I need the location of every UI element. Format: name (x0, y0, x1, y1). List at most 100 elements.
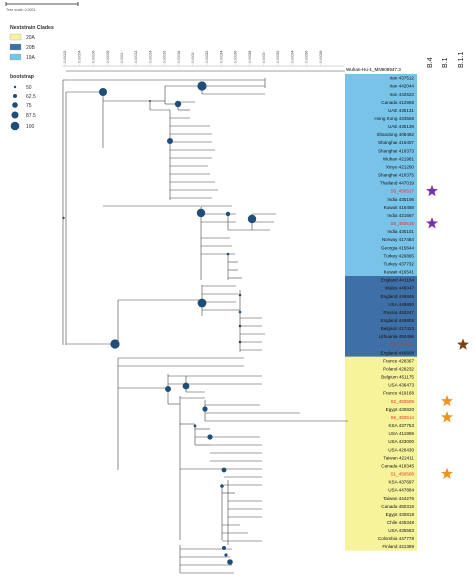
bootstrap-node (197, 81, 207, 91)
bootstrap-node (202, 406, 208, 412)
legend-label-19A: 19A (26, 55, 36, 61)
tip-label: Norway 417484 (382, 237, 415, 242)
bootstrap-node (238, 324, 242, 328)
bootstrap-node (149, 100, 151, 102)
axis-tick-label: 0.00036 (305, 51, 309, 63)
tip-label: Iran 437512 (389, 76, 414, 81)
clade-block-19A (345, 73, 417, 276)
tip-label: Turkey 437732 (384, 261, 415, 266)
tip-label: England 446808 (381, 350, 415, 355)
orange-star-marker (441, 394, 453, 407)
tip-label: KSA 437697 (388, 480, 414, 485)
sample-stars (426, 184, 469, 480)
bootstrap-node (99, 88, 107, 96)
legend-label-20B: 20B (26, 45, 36, 51)
bootstrap-node (165, 386, 171, 392)
tip-label: S6_450514 (390, 415, 414, 420)
tip-label: Turkey 429865 (384, 253, 415, 258)
bootstrap-node (238, 293, 242, 297)
bootstrap-legend-dot-75 (12, 102, 18, 108)
bootstrap-legend-label-50: 50 (26, 85, 32, 91)
axis-tick-label: 0.00024 (219, 51, 223, 63)
tip-label: KSA 437753 (388, 423, 414, 428)
tip-label: Wales 446047 (385, 286, 415, 291)
tip-label: S2_450509 (390, 399, 414, 404)
tip-label: UAE 435139 (388, 124, 414, 129)
axis-tick-label: 0.00002 (63, 51, 67, 63)
tip-label: England 446808 (381, 318, 415, 323)
axis-tick-label: 0.00026 (234, 51, 238, 63)
tip-label: France 419168 (383, 391, 414, 396)
bootstrap-node (227, 559, 233, 565)
tip-label: Canada 418345 (381, 463, 414, 468)
tip-label: Iran 442523 (389, 92, 414, 97)
axis-tick-label: 0.0001 (120, 53, 124, 63)
tip-label: Wuhan 421981 (383, 156, 415, 161)
axis-tick-label: 0.00006 (92, 51, 96, 63)
axis-tick-label: 0.00008 (106, 51, 110, 63)
bootstrap-node (193, 424, 197, 428)
bootstrap-node (238, 310, 242, 314)
orange-star-marker (441, 411, 453, 423)
tip-label: Taiwan 444276 (383, 496, 414, 501)
tip-label: UAE 435131 (388, 108, 414, 113)
tip-label: Egypt 430819 (386, 512, 415, 517)
legend: Nextstrain Clades 20A 20B 19A bootstrap … (9, 25, 54, 131)
tip-label: Taiwan 422411 (383, 455, 414, 460)
bootstrap-node (220, 484, 224, 488)
tip-label: Shanghai 416407 (378, 140, 414, 145)
tip-label: Chile 445348 (387, 520, 415, 525)
tip-label: USA 449890 (388, 302, 414, 307)
bootstrap-node (197, 298, 207, 308)
bootstrap-legend-label-75: 75 (26, 103, 32, 109)
tip-label: Shandong 408482 (376, 132, 414, 137)
tip-label: India 421667 (387, 213, 414, 218)
bootstrap-node (207, 434, 213, 440)
axis-tick-label: 0.00028 (248, 51, 252, 63)
bootstrap-node (222, 546, 226, 550)
tip-label: Russia 450247 (383, 310, 414, 315)
axis-tick-label: 0.00022 (205, 51, 209, 63)
tip-label: Hong Kong 434566 (374, 116, 414, 121)
tip-label: USA 411959 (389, 431, 415, 436)
legend-swatch-20A (9, 33, 22, 41)
legend-swatch-19A (9, 53, 22, 61)
tree-branches (62, 70, 348, 574)
bootstrap-legend-label-62: 62.5 (26, 94, 36, 100)
scale-label: Tree scale: 0.0001 (6, 8, 36, 12)
bootstrap-legend-dot-87 (11, 111, 19, 119)
tip-label: Xinyu 421260 (386, 164, 415, 169)
bootstrap-node (182, 382, 190, 390)
legend-swatch-20B (9, 43, 22, 51)
bootstrap-legend-dot-62 (13, 94, 17, 98)
column-headers: B.4 B.1 B.1.1 (427, 52, 465, 68)
bootstrap-node (174, 100, 182, 108)
tip-label: Thailand 447019 (380, 181, 415, 186)
purple-star-marker (426, 184, 438, 197)
bootstrap-node (226, 252, 230, 256)
tip-label: USA 426430 (388, 447, 414, 452)
tip-label: S8_450515 (390, 221, 414, 226)
root-label: Wuhan-Hu-1_MN908947.3 (346, 67, 401, 72)
tip-label: Belgium 417423 (381, 326, 415, 331)
legend-label-20A: 20A (26, 35, 36, 41)
tip-label: Kuwait 416541 (384, 270, 415, 275)
tip-label: Canada 450316 (381, 504, 414, 509)
scale-axis: 0.00002 0.00004 0.00006 0.00008 0.0001 0.0001… (62, 50, 344, 67)
axis-tick-label: 0.00004 (77, 51, 81, 63)
column-header-b4: B.4 (427, 57, 434, 68)
tip-label: S1_450508 (390, 472, 414, 477)
bootstrap-node (225, 211, 231, 217)
column-header-b11: B.1.1 (458, 52, 465, 68)
axis-tick-label: 0.00014 (148, 51, 152, 63)
bootstrap-node (167, 138, 173, 144)
bootstrap-node (224, 553, 228, 557)
axis-tick-label: 0.00032 (276, 51, 280, 63)
clades-legend-title: Nextstrain Clades (10, 25, 54, 31)
axis-tick-label: 0.00038 (319, 51, 323, 63)
orange-star-marker (441, 467, 453, 480)
brown-star-marker (457, 338, 469, 350)
bootstrap-node (110, 339, 120, 349)
tip-label: Colombia 447778 (378, 536, 414, 541)
